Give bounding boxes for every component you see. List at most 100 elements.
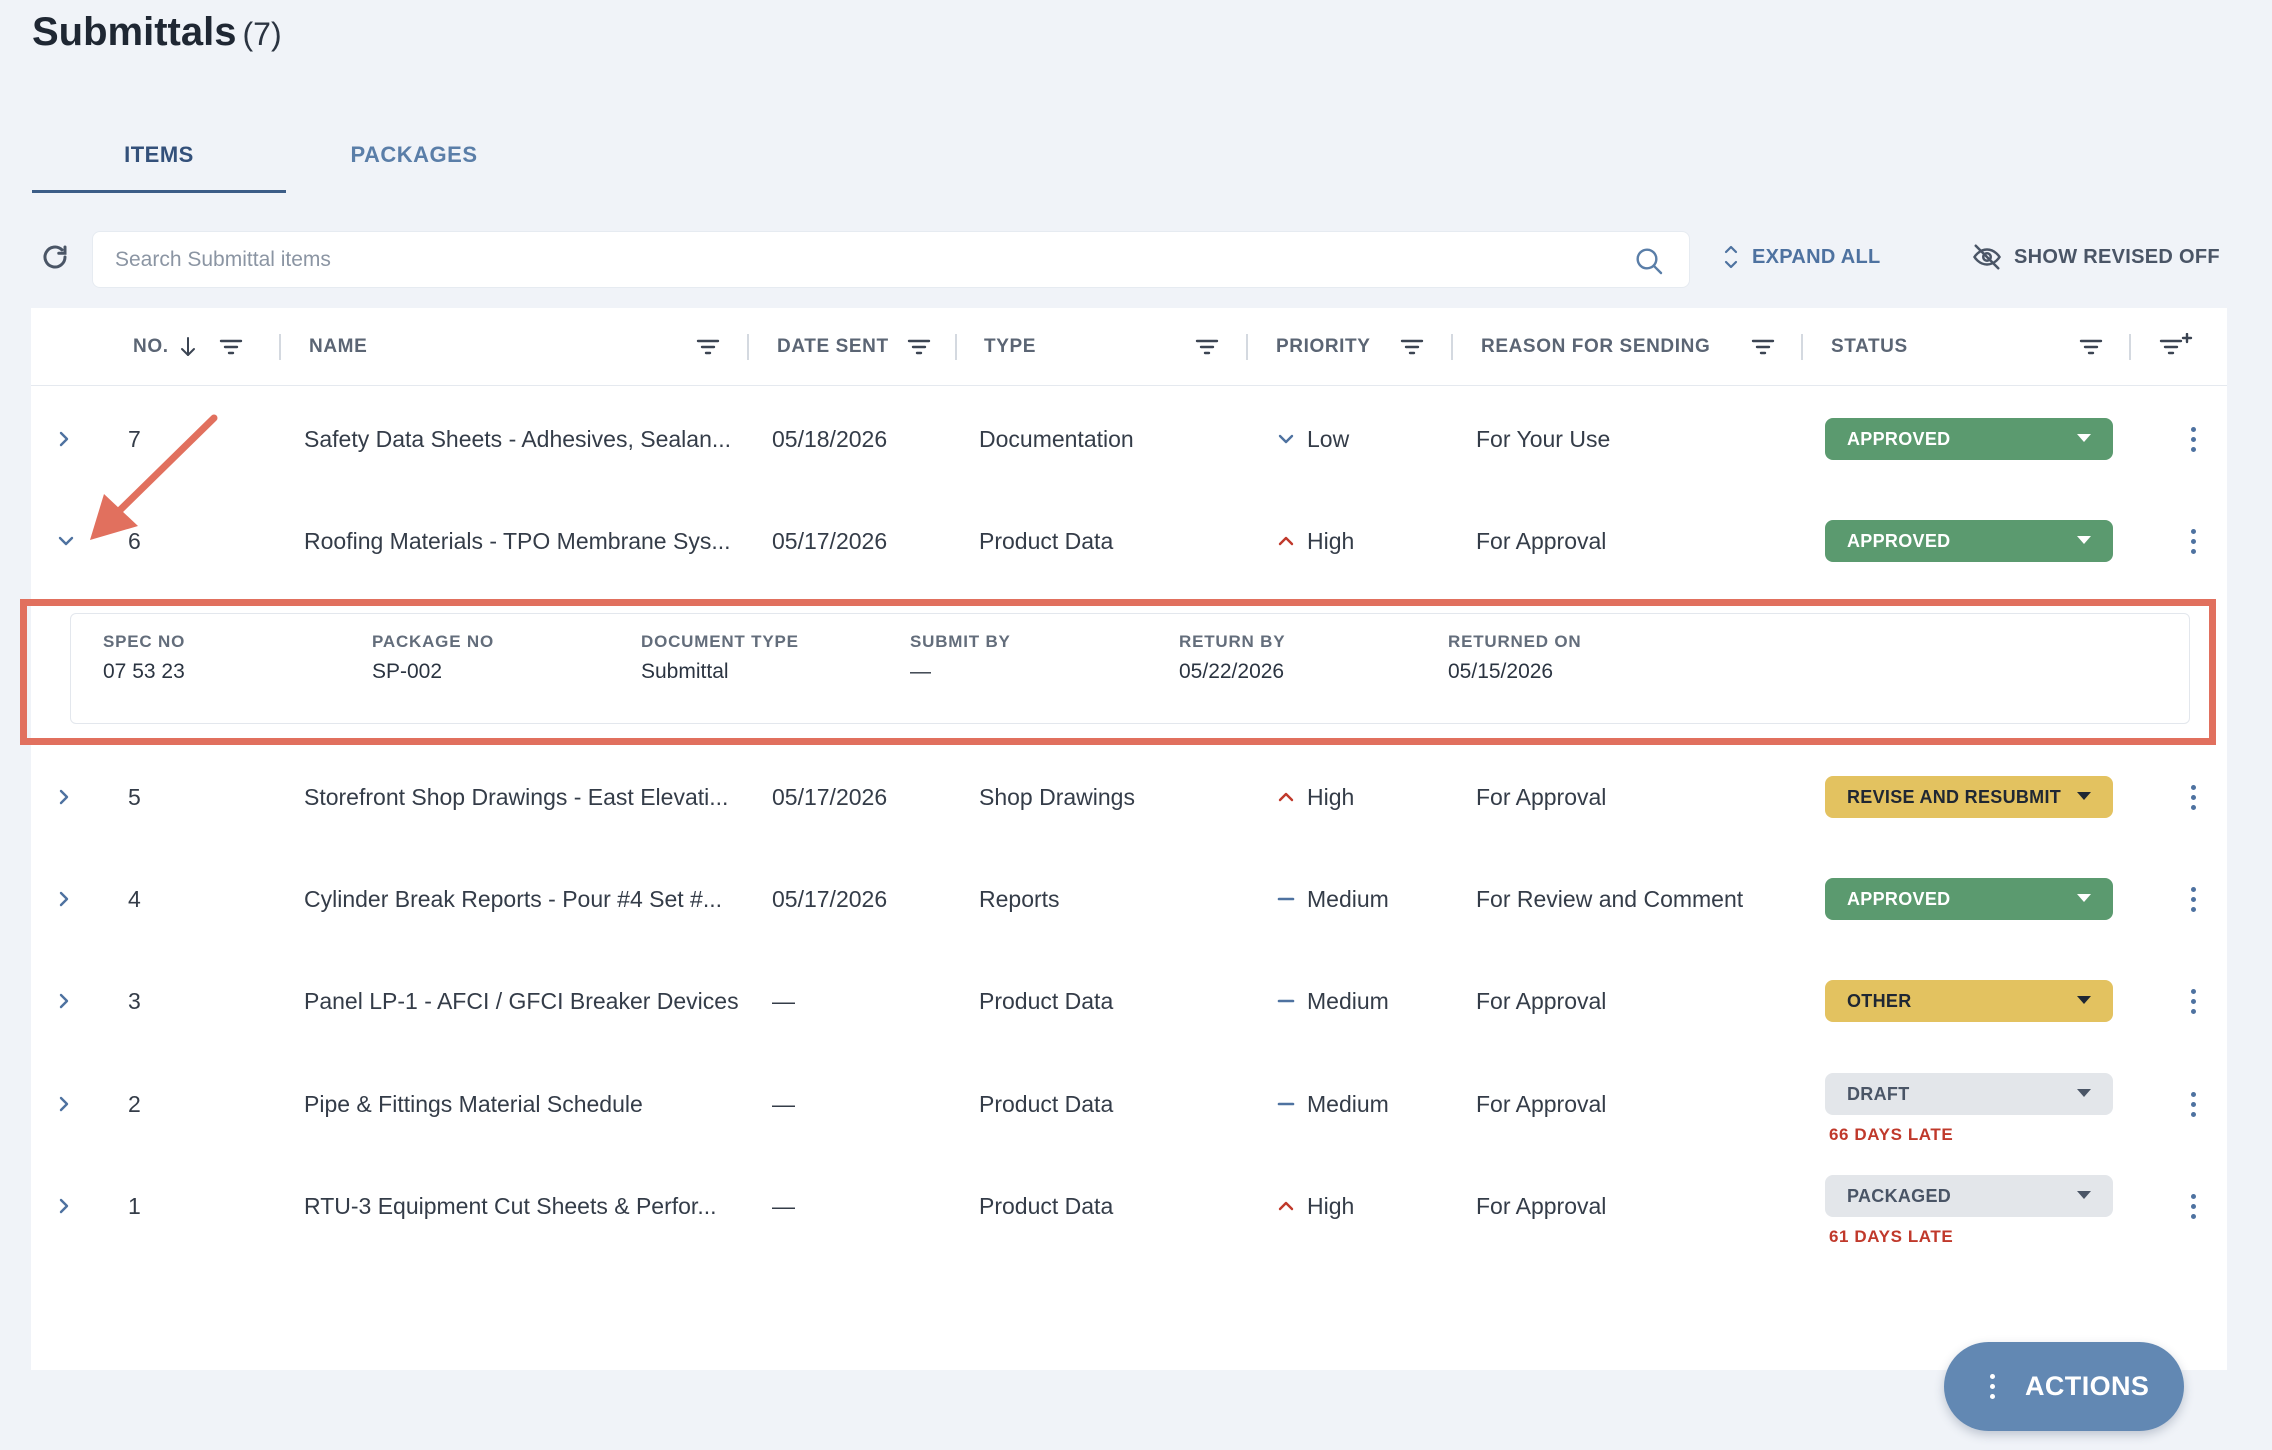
col-date-sent[interactable]: DATE SENT [777,308,931,386]
priority-label: High [1307,1192,1355,1219]
col-status[interactable]: STATUS [1831,308,1918,386]
status-dropdown[interactable]: REVISE AND RESUBMIT [1825,776,2113,818]
row-number: 1 [128,1192,141,1219]
status-dropdown[interactable]: APPROVED [1825,878,2113,920]
row-menu-icon[interactable] [2181,419,2205,459]
refresh-icon [43,245,67,269]
tab-items[interactable]: ITEMS [32,138,286,193]
row-menu-icon[interactable] [2181,879,2205,919]
row-reason: For Approval [1476,527,1607,554]
table-row[interactable]: 1 RTU-3 Equipment Cut Sheets & Perfor... —… [31,1155,2227,1257]
row-name: Pipe & Fittings Material Schedule [304,1090,643,1117]
status-dropdown[interactable]: OTHER [1825,980,2113,1022]
row-number: 6 [128,527,141,554]
page-title-text: Submittals [32,10,237,54]
priority-label: Medium [1307,987,1389,1014]
detail-label: DOCUMENT TYPE [641,632,799,651]
row-number: 5 [128,783,141,810]
table-header: NO. NAME DATE SENT TYPE PRIORITY REASON … [31,308,2227,386]
col-type[interactable]: TYPE [984,308,1046,386]
filter-icon[interactable] [2079,337,2103,357]
row-number: 2 [128,1090,141,1117]
col-type-label: TYPE [984,336,1037,357]
filter-icon[interactable] [907,337,931,357]
table-row[interactable]: 2 Pipe & Fittings Material Schedule — Produ… [31,1053,2227,1155]
status-dropdown[interactable]: APPROVED [1825,520,2113,562]
tab-packages[interactable]: PACKAGES [350,142,478,167]
table-row[interactable]: 3 Panel LP-1 - AFCI / GFCI Breaker Device… [31,950,2227,1052]
filter-icon[interactable] [1400,337,1424,357]
expanded-detail-panel: SPEC NO 07 53 23 PACKAGE NO SP-002 DOCUM… [70,613,2190,724]
search-input[interactable] [115,232,1615,287]
detail-value: 05/15/2026 [1448,660,1554,683]
col-priority[interactable]: PRIORITY [1276,308,1381,386]
row-priority: Medium [1277,848,1389,950]
row-menu-icon[interactable] [2181,1084,2205,1124]
row-date-sent: 05/17/2026 [772,527,888,554]
row-reason: For Approval [1476,1192,1607,1219]
row-name: Panel LP-1 - AFCI / GFCI Breaker Devices [304,987,739,1014]
col-no-label: NO. [133,336,169,357]
row-menu-icon[interactable] [2181,521,2205,561]
priority-label: Low [1307,425,1350,452]
expand-all-label: EXPAND ALL [1752,245,1881,268]
status-dropdown[interactable]: DRAFT [1825,1073,2113,1115]
detail-label: RETURNED ON [1448,632,1582,651]
row-priority: High [1277,746,1354,848]
expand-all-button[interactable]: EXPAND ALL [1724,240,1881,274]
status-label: DRAFT [1847,1083,1910,1104]
sort-descending-icon[interactable] [179,336,197,358]
caret-down-icon [2077,792,2091,800]
table-row[interactable]: 6 Roofing Materials - TPO Membrane Sys...… [31,490,2227,592]
row-reason: For Your Use [1476,425,1611,452]
col-reason-label: REASON FOR SENDING [1481,336,1711,357]
chevron-up-icon [1277,534,1295,548]
row-priority: High [1277,490,1354,592]
row-menu-icon[interactable] [2181,777,2205,817]
show-revised-toggle[interactable]: SHOW REVISED OFF [1972,240,2220,274]
row-name: Safety Data Sheets - Adhesives, Sealan..… [304,425,732,452]
expand-chevron-icon[interactable] [57,746,71,848]
dash-icon [1277,1097,1295,1111]
row-type: Product Data [979,1090,1114,1117]
filter-icon[interactable] [696,337,720,357]
filter-icon[interactable] [1195,337,1219,357]
search-box [92,231,1690,288]
table-row[interactable]: 5 Storefront Shop Drawings - East Elevati… [31,746,2227,848]
row-type: Documentation [979,425,1134,452]
actions-label: ACTIONS [2025,1371,2150,1401]
col-status-label: STATUS [1831,336,1908,357]
add-filter-icon[interactable] [2159,333,2193,359]
row-reason: For Approval [1476,1090,1607,1117]
table-row[interactable]: 4 Cylinder Break Reports - Pour #4 Set #.… [31,848,2227,950]
status-dropdown[interactable]: APPROVED [1825,418,2113,460]
actions-button[interactable]: ACTIONS [1944,1342,2184,1431]
detail-value: SP-002 [372,660,443,683]
expand-chevron-icon[interactable] [57,388,71,490]
refresh-button[interactable] [38,240,72,274]
status-dropdown[interactable]: PACKAGED [1825,1175,2113,1217]
col-reason[interactable]: REASON FOR SENDING [1481,308,1720,386]
col-name[interactable]: NAME [309,308,377,386]
collapse-chevron-icon[interactable] [57,490,75,592]
row-menu-icon[interactable] [2181,1186,2205,1226]
row-type: Reports [979,885,1060,912]
expand-chevron-icon[interactable] [57,1053,71,1155]
filter-icon[interactable] [1751,337,1775,357]
dash-icon [1277,994,1295,1008]
col-no[interactable]: NO. [133,308,243,386]
expand-chevron-icon[interactable] [57,950,71,1052]
search-icon[interactable] [1633,245,1665,282]
caret-down-icon [2077,894,2091,902]
tab-bar: ITEMS PACKAGES [32,138,552,193]
table-row[interactable]: 7 Safety Data Sheets - Adhesives, Sealan.… [31,388,2227,490]
status-label: APPROVED [1847,888,1951,909]
highlight-box [20,599,2216,745]
row-menu-icon[interactable] [2181,981,2205,1021]
row-name: Storefront Shop Drawings - East Elevati.… [304,783,729,810]
filter-icon[interactable] [219,337,243,357]
priority-label: High [1307,527,1355,554]
detail-label: SUBMIT BY [910,632,1011,651]
expand-chevron-icon[interactable] [57,1155,71,1257]
expand-chevron-icon[interactable] [57,848,71,950]
